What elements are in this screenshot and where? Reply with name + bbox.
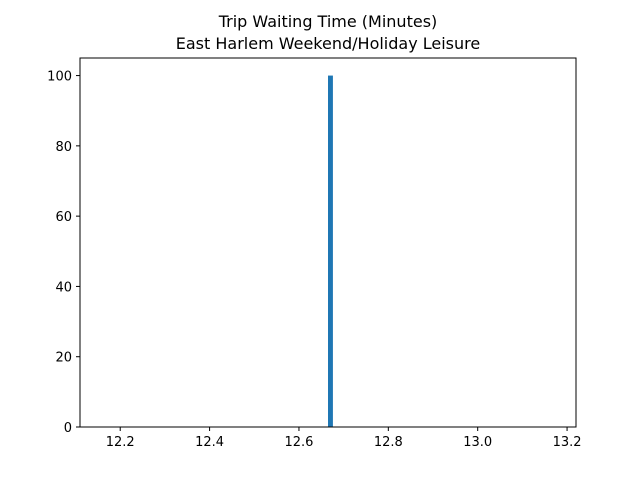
y-tick-label: 80 [55,140,72,155]
x-tick-label: 12.4 [195,435,224,450]
chart-subtitle: East Harlem Weekend/Holiday Leisure [176,34,480,53]
y-tick-label: 60 [55,210,72,225]
chart-title: Trip Waiting Time (Minutes) [218,12,438,31]
x-tick-label: 13.2 [553,435,582,450]
x-tick-label: 12.6 [284,435,313,450]
axes-frame [79,57,577,428]
x-tick-label: 13.0 [463,435,492,450]
y-tick-label: 100 [47,70,72,85]
histogram-bar [328,75,333,428]
y-tick-label: 20 [55,351,72,366]
y-tick-label: 40 [55,280,72,295]
y-tick-label: 0 [64,421,72,436]
x-tick-label: 12.2 [106,435,135,450]
plot-area: 12.2 12.4 12.6 12.8 13.0 13.2 0 20 40 60 80 100 [47,57,582,450]
x-tick-label: 12.8 [374,435,403,450]
